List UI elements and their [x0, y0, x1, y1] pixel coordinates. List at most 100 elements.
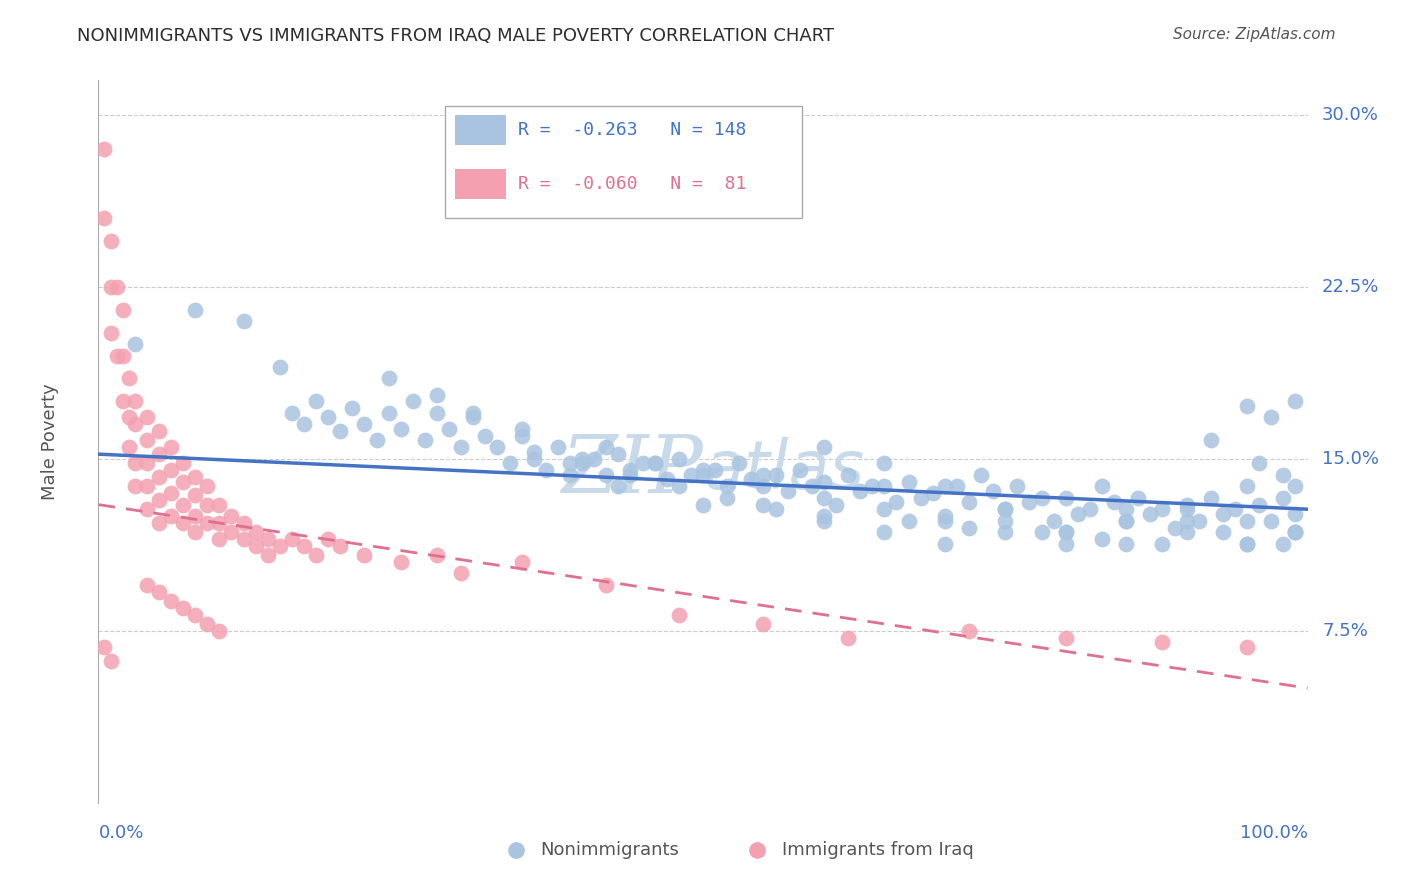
Text: atlas: atlas	[703, 437, 865, 503]
Point	[1249, 456, 1271, 470]
Point	[934, 536, 956, 550]
Point	[148, 447, 170, 461]
Point	[450, 566, 472, 581]
Point	[1212, 507, 1234, 521]
Point	[377, 406, 399, 420]
Point	[160, 509, 183, 524]
Point	[523, 451, 546, 466]
Point	[100, 234, 122, 248]
Point	[813, 491, 835, 505]
Point	[463, 410, 485, 425]
Point	[1199, 434, 1222, 448]
Point	[172, 516, 194, 530]
Point	[118, 410, 141, 425]
Point	[583, 451, 606, 466]
Point	[437, 422, 460, 436]
Point	[1054, 525, 1077, 540]
Point	[994, 514, 1017, 528]
Point	[111, 302, 134, 317]
Point	[957, 624, 980, 638]
Point	[1284, 525, 1306, 540]
Point	[184, 302, 207, 317]
Point	[111, 349, 134, 363]
FancyBboxPatch shape	[446, 105, 803, 218]
Point	[256, 532, 278, 546]
FancyBboxPatch shape	[456, 169, 506, 200]
Point	[269, 539, 291, 553]
Point	[1042, 514, 1064, 528]
Point	[1236, 536, 1258, 550]
Point	[208, 498, 231, 512]
Point	[172, 498, 194, 512]
Point	[316, 410, 339, 425]
Point	[679, 467, 702, 482]
Point	[704, 463, 727, 477]
Point	[305, 394, 328, 409]
Point	[498, 456, 520, 470]
Point	[1175, 498, 1198, 512]
Point	[510, 555, 533, 569]
Point	[426, 387, 449, 401]
Point	[105, 279, 128, 293]
Point	[426, 406, 449, 420]
Point	[692, 463, 714, 477]
Point	[450, 440, 472, 454]
Point	[1175, 525, 1198, 540]
Point	[124, 417, 146, 432]
Point	[269, 359, 291, 374]
Point	[245, 539, 267, 553]
Point	[342, 401, 364, 416]
Point	[1188, 514, 1211, 528]
Text: R =  -0.060   N =  81: R = -0.060 N = 81	[517, 176, 747, 194]
Point	[148, 493, 170, 508]
Point	[124, 479, 146, 493]
Point	[837, 631, 859, 645]
Text: 30.0%: 30.0%	[1322, 105, 1379, 124]
Point	[534, 463, 557, 477]
Point	[873, 502, 896, 516]
Point	[184, 525, 207, 540]
Point	[292, 417, 315, 432]
Point	[860, 479, 883, 493]
Point	[897, 475, 920, 489]
Point	[195, 616, 218, 631]
Point	[184, 607, 207, 622]
Point	[607, 447, 630, 461]
Point	[897, 514, 920, 528]
Point	[740, 472, 762, 486]
Point	[160, 463, 183, 477]
Point	[184, 470, 207, 484]
Point	[1163, 520, 1185, 534]
Point	[1139, 507, 1161, 521]
Point	[1199, 491, 1222, 505]
Point	[232, 516, 254, 530]
Point	[957, 495, 980, 509]
Point	[329, 539, 352, 553]
Point	[970, 467, 993, 482]
Point	[118, 371, 141, 385]
Point	[837, 467, 859, 482]
Point	[281, 406, 304, 420]
Point	[172, 475, 194, 489]
Point	[873, 456, 896, 470]
Point	[1236, 479, 1258, 493]
Point	[765, 502, 787, 516]
Point	[1260, 514, 1282, 528]
Point	[93, 640, 115, 654]
Point	[1175, 502, 1198, 516]
Point	[716, 479, 738, 493]
Point	[160, 486, 183, 500]
Point	[221, 509, 243, 524]
Point	[1054, 536, 1077, 550]
Point	[752, 479, 775, 493]
Point	[631, 456, 654, 470]
Point	[93, 142, 115, 156]
Point	[873, 479, 896, 493]
Point	[1091, 479, 1114, 493]
Point	[934, 514, 956, 528]
Point	[135, 502, 157, 516]
Point	[1236, 536, 1258, 550]
Point	[135, 456, 157, 470]
Point	[184, 488, 207, 502]
Text: NONIMMIGRANTS VS IMMIGRANTS FROM IRAQ MALE POVERTY CORRELATION CHART: NONIMMIGRANTS VS IMMIGRANTS FROM IRAQ MA…	[77, 27, 834, 45]
